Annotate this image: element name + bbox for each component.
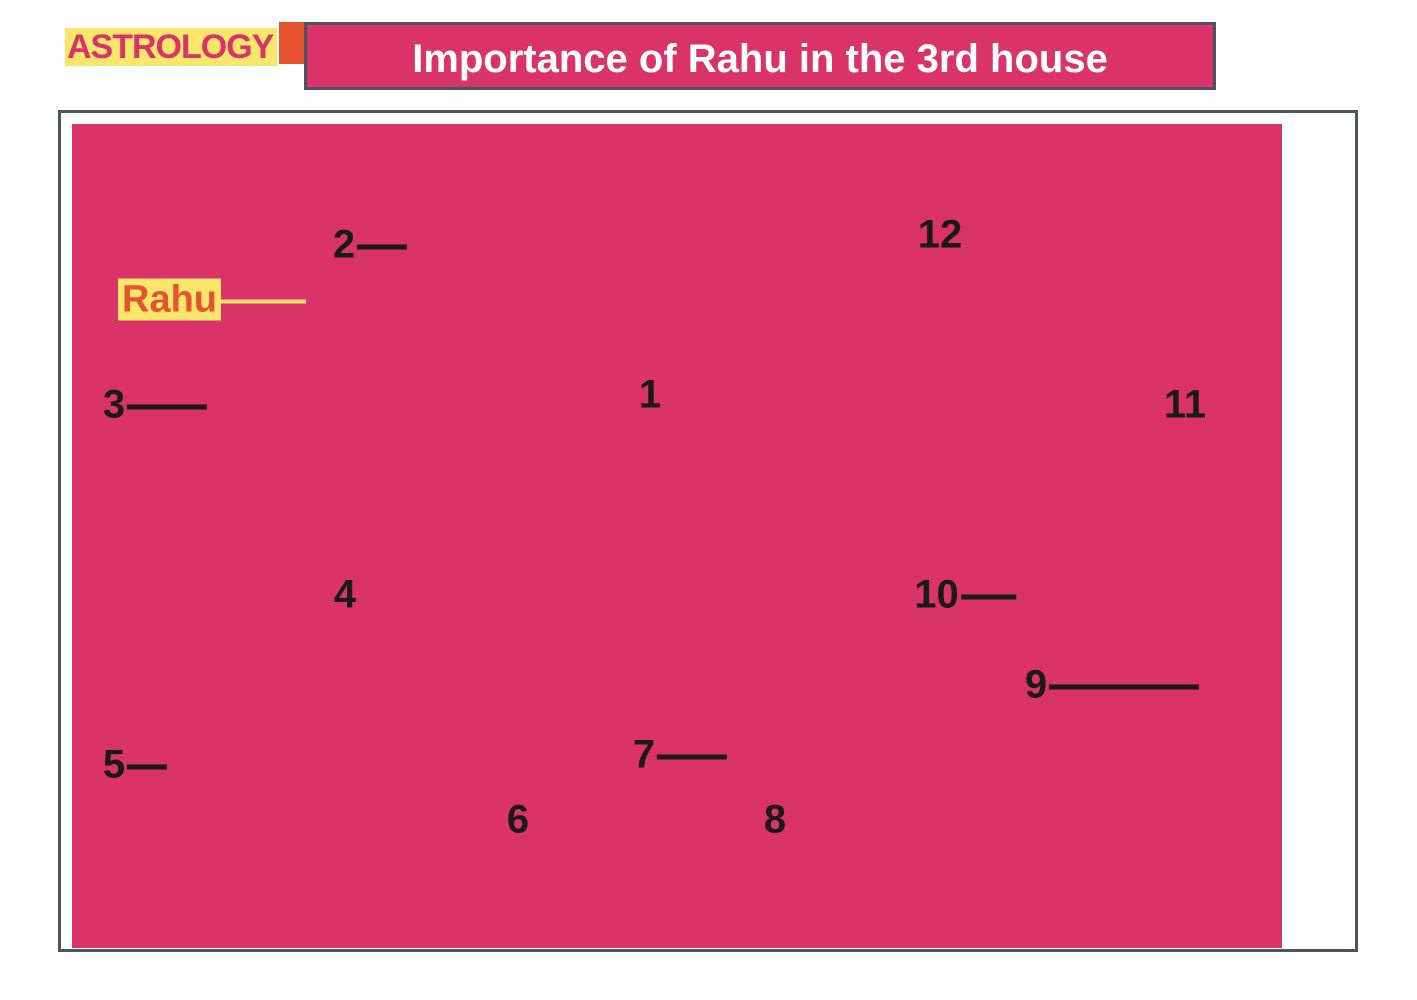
rahu-text: Rahu <box>118 279 221 321</box>
house-2-underline <box>357 244 407 249</box>
page-title-text: Importance of Rahu in the 3rd house <box>412 37 1108 81</box>
house-9-label: 9 <box>1025 663 1199 708</box>
house-11-label: 11 <box>1164 383 1206 428</box>
house-10-label: 10 <box>914 573 1016 618</box>
rahu-label: Rahu <box>118 279 306 322</box>
house-3-underline <box>127 404 207 409</box>
house-1-label: 1 <box>639 373 661 418</box>
house-7-underline <box>657 754 727 759</box>
house-3-label: 3 <box>103 383 207 428</box>
house-6-label: 6 <box>507 798 529 843</box>
house-10-underline <box>961 594 1016 599</box>
brand-logo-text: ASTROLOGY <box>65 28 277 66</box>
brand-logo: ASTROLOGY <box>65 28 315 70</box>
house-12-label: 12 <box>918 213 963 258</box>
house-4-label: 4 <box>334 573 356 618</box>
house-5-label: 5 <box>103 743 167 788</box>
page-title: Importance of Rahu in the 3rd house <box>304 22 1216 90</box>
house-8-label: 8 <box>764 798 786 843</box>
house-5-underline <box>127 764 167 769</box>
house-2-label: 2 <box>333 223 407 268</box>
chart-background <box>72 124 1282 948</box>
rahu-underline <box>221 299 306 303</box>
house-7-label: 7 <box>633 733 727 778</box>
house-9-underline <box>1049 684 1199 689</box>
